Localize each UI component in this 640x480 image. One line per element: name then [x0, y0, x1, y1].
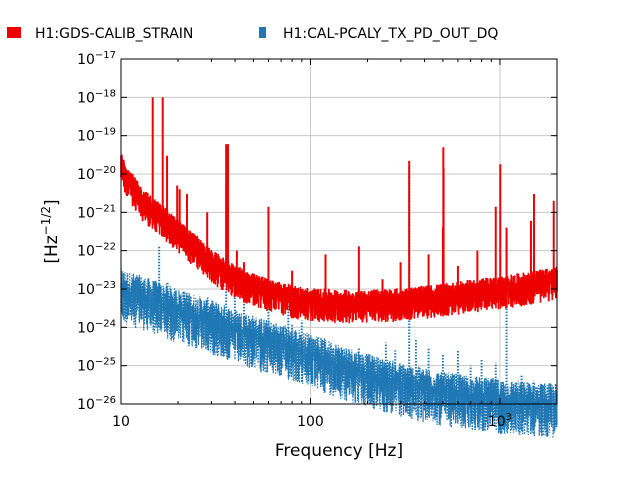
y-tick-label: 10−24	[77, 318, 116, 336]
y-axis-title-close: ]	[42, 199, 62, 206]
legend-swatch-pcaly	[259, 27, 266, 38]
legend: H1:GDS-CALIB_STRAIN H1:CAL-PCALY_TX_PD_O…	[7, 26, 498, 42]
x-tick-label: 100	[297, 414, 324, 430]
y-axis-title: [Hz−1/2]	[39, 199, 62, 263]
y-tick-label: 10−18	[77, 88, 116, 106]
series-group	[120, 97, 558, 439]
series-line	[120, 268, 558, 439]
y-axis-title-base: [Hz	[42, 235, 62, 263]
y-tick-label: 10−20	[77, 165, 116, 183]
y-tick-label: 10−21	[77, 203, 116, 221]
y-tick-label: 10−22	[77, 242, 116, 260]
legend-label-strain: H1:GDS-CALIB_STRAIN	[35, 26, 193, 42]
y-tick-label: 10−19	[77, 127, 116, 145]
y-tick-label: 10−26	[77, 395, 116, 413]
legend-label-pcaly: H1:CAL-PCALY_TX_PD_OUT_DQ	[283, 26, 498, 42]
x-tick-label: 103	[488, 412, 512, 430]
y-tick-label: 10−25	[77, 357, 116, 375]
axis-tick-labels: 10 100 103 10−17 10−18 10−19 10−20 10−21 10−22 10…	[77, 50, 512, 430]
x-axis-title: Frequency [Hz]	[275, 441, 403, 461]
series-0	[120, 97, 558, 324]
axis-ticks	[120, 58, 558, 405]
series-line	[120, 154, 558, 324]
y-tick-label: 10−17	[77, 50, 116, 68]
y-axis-title-exponent: −1/2	[39, 206, 53, 235]
plot-frame	[120, 58, 558, 405]
x-tick-label: 10	[112, 414, 130, 430]
y-tick-label: 10−23	[77, 280, 116, 298]
legend-swatch-strain	[7, 27, 21, 38]
